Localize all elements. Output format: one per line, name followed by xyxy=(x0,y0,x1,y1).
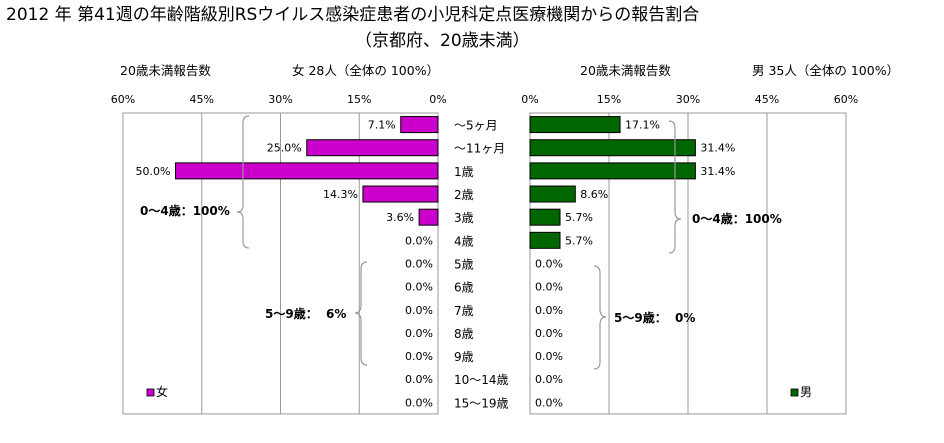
age-category-label: 15～19歳 xyxy=(454,396,509,410)
male-bar xyxy=(529,208,561,226)
female-data-label: 3.6% xyxy=(386,211,414,224)
male-data-label: 31.4% xyxy=(700,165,735,178)
age-category-label: 2歳 xyxy=(454,188,474,202)
legend-swatch-female xyxy=(146,388,155,397)
male-data-label: 5.7% xyxy=(565,234,593,247)
male-data-label: 31.4% xyxy=(700,142,735,155)
female-data-label: 0.0% xyxy=(405,234,433,247)
title-line2: （京都府、20歳未満） xyxy=(355,31,530,51)
female-x-tick-label: 60% xyxy=(111,93,135,106)
male-data-label: 0.0% xyxy=(535,257,563,270)
left-group-label-5-9: 5～9歳： 6% xyxy=(265,306,346,321)
female-data-label: 14.3% xyxy=(323,188,358,201)
right-plot-area: 0% 15% 30% 45% 60% 17.1% 31.4% 31.4% 8.6% 5.7% 5.7… xyxy=(521,93,858,415)
male-data-label: 0.0% xyxy=(535,373,563,386)
left-plot-area: 60% 45% 30% 15% 0% 7.1% 25.0% 50.0% 14.3% 3.6% 0.0… xyxy=(111,93,447,415)
female-data-label: 0.0% xyxy=(405,396,433,409)
female-x-tick-label: 30% xyxy=(268,93,292,106)
right-group-label-0-4: 0～4歳：100% xyxy=(692,211,782,226)
male-data-label: 0.0% xyxy=(535,327,563,340)
female-data-label: 0.0% xyxy=(405,304,433,317)
female-data-label: 0.0% xyxy=(405,281,433,294)
male-data-label: 0.0% xyxy=(535,350,563,363)
female-data-label: 0.0% xyxy=(405,257,433,270)
male-bar xyxy=(529,116,621,134)
age-category-label: 10～14歳 xyxy=(454,373,509,387)
male-data-label: 8.6% xyxy=(580,188,608,201)
age-category-label: 9歳 xyxy=(454,350,474,364)
left-brace-0-4 xyxy=(236,115,250,249)
male-x-tick-label: 0% xyxy=(521,93,538,106)
female-data-label: 0.0% xyxy=(405,350,433,363)
age-category-label: 5歳 xyxy=(454,257,474,271)
left-header-label: 20歳未満報告数 xyxy=(120,63,211,78)
male-data-label: 17.1% xyxy=(625,119,660,132)
male-data-label: 0.0% xyxy=(535,396,563,409)
male-data-label: 0.0% xyxy=(535,281,563,294)
age-category-label: 7歳 xyxy=(454,304,474,318)
male-x-tick-label: 30% xyxy=(676,93,700,106)
male-x-tick-label: 45% xyxy=(755,93,779,106)
female-data-label: 0.0% xyxy=(405,373,433,386)
age-category-label: 1歳 xyxy=(454,165,474,179)
female-x-tick-label: 45% xyxy=(190,93,214,106)
female-bar xyxy=(362,185,439,203)
age-category-label: ～5ヶ月 xyxy=(454,119,498,133)
age-category-label: ～11ヶ月 xyxy=(454,142,505,156)
title-line1: 2012 年 第41週の年齢階級別RSウイルス感染症患者の小児科定点医療機関から… xyxy=(6,5,700,25)
age-category-label: 3歳 xyxy=(454,211,474,225)
female-data-label: 25.0% xyxy=(267,142,302,155)
left-header-count: 女 28人（全体の 100%） xyxy=(292,63,440,78)
male-data-label: 0.0% xyxy=(535,304,563,317)
male-bar xyxy=(529,231,561,249)
right-header-label: 20歳未満報告数 xyxy=(580,63,671,78)
female-bar xyxy=(418,208,439,226)
female-x-tick-label: 15% xyxy=(347,93,371,106)
left-group-label-0-4: 0～4歳：100% xyxy=(140,203,230,218)
female-bar xyxy=(306,139,439,157)
male-bar xyxy=(529,162,696,180)
female-data-label: 0.0% xyxy=(405,327,433,340)
male-x-tick-label: 60% xyxy=(834,93,858,106)
age-category-label: 6歳 xyxy=(454,281,474,295)
female-bar xyxy=(175,162,439,180)
right-header-count: 男 35人（全体の 100%） xyxy=(752,63,900,78)
legend-swatch-male xyxy=(790,388,799,397)
legend-label-male: 男 xyxy=(800,385,812,399)
left-brace-5-9 xyxy=(354,261,368,366)
male-x-tick-label: 15% xyxy=(597,93,621,106)
female-bar xyxy=(400,116,439,134)
right-group-label-5-9: 5～9歳： 0% xyxy=(614,310,695,325)
legend-label-female: 女 xyxy=(156,384,168,399)
female-data-label: 7.1% xyxy=(368,119,396,132)
right-brace-0-4 xyxy=(668,120,682,254)
age-category-labels: ～5ヶ月 ～11ヶ月 1歳 2歳 3歳 4歳 5歳 6歳 7歳 8歳 9歳 10～14歳 15～19歳 xyxy=(454,119,509,411)
age-category-label: 8歳 xyxy=(454,327,474,341)
male-data-label: 5.7% xyxy=(565,211,593,224)
male-bar xyxy=(529,139,696,157)
right-brace-5-9 xyxy=(593,265,607,370)
male-bar xyxy=(529,185,576,203)
female-x-tick-label: 0% xyxy=(429,93,446,106)
age-category-label: 4歳 xyxy=(454,234,474,248)
female-data-label: 50.0% xyxy=(136,165,171,178)
